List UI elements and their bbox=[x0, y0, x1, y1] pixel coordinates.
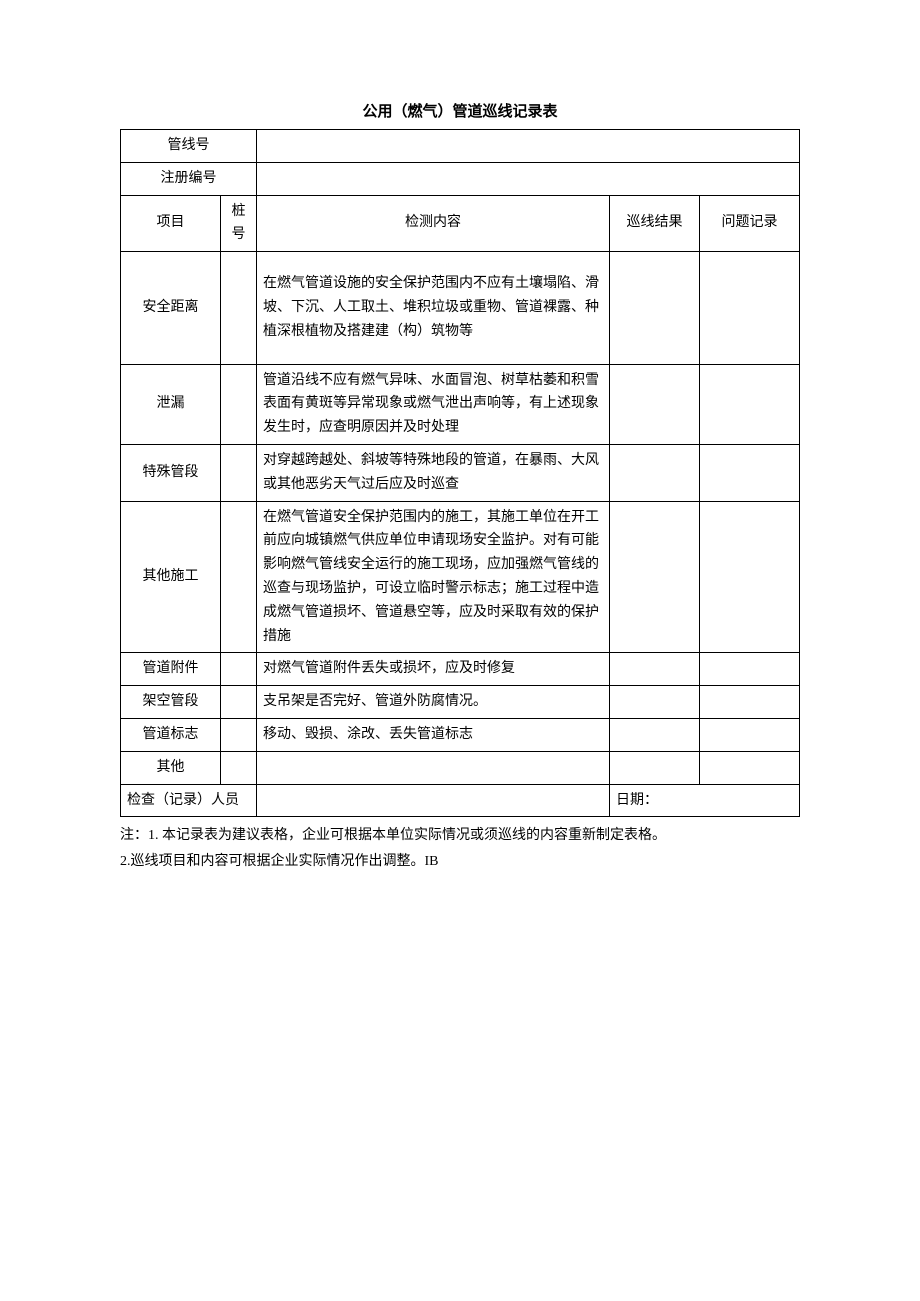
result-cell[interactable] bbox=[609, 252, 699, 364]
item-cell: 泄漏 bbox=[121, 364, 221, 444]
content-header: 检测内容 bbox=[257, 195, 610, 252]
item-cell: 安全距离 bbox=[121, 252, 221, 364]
inspector-value[interactable] bbox=[257, 784, 610, 817]
table-row: 管道标志 移动、毁损、涂改、丢失管道标志 bbox=[121, 718, 800, 751]
record-cell[interactable] bbox=[699, 364, 799, 444]
inspector-label: 检查（记录）人员 bbox=[121, 784, 257, 817]
content-cell: 移动、毁损、涂改、丢失管道标志 bbox=[257, 718, 610, 751]
reg-no-label: 注册编号 bbox=[121, 162, 257, 195]
item-cell: 其他施工 bbox=[121, 501, 221, 653]
document-title: 公用（燃气）管道巡线记录表 bbox=[120, 100, 800, 121]
record-cell[interactable] bbox=[699, 751, 799, 784]
table-row: 安全距离 在燃气管道设施的安全保护范围内不应有土壤塌陷、滑坡、下沉、人工取土、堆… bbox=[121, 252, 800, 364]
reg-no-row: 注册编号 bbox=[121, 162, 800, 195]
pile-cell[interactable] bbox=[221, 686, 257, 719]
pile-cell[interactable] bbox=[221, 751, 257, 784]
pile-cell[interactable] bbox=[221, 501, 257, 653]
table-row: 管道附件 对燃气管道附件丢失或损坏，应及时修复 bbox=[121, 653, 800, 686]
result-cell[interactable] bbox=[609, 501, 699, 653]
pile-cell[interactable] bbox=[221, 718, 257, 751]
content-cell: 在燃气管道设施的安全保护范围内不应有土壤塌陷、滑坡、下沉、人工取土、堆积垃圾或重… bbox=[257, 252, 610, 364]
item-cell: 管道附件 bbox=[121, 653, 221, 686]
result-cell[interactable] bbox=[609, 718, 699, 751]
note-line-2: 2.巡线项目和内容可根据企业实际情况作出调整。IB bbox=[120, 849, 800, 874]
content-cell bbox=[257, 751, 610, 784]
content-cell: 对燃气管道附件丢失或损坏，应及时修复 bbox=[257, 653, 610, 686]
table-row: 架空管段 支吊架是否完好、管道外防腐情况。 bbox=[121, 686, 800, 719]
record-cell[interactable] bbox=[699, 653, 799, 686]
date-cell[interactable]: 日期： bbox=[609, 784, 799, 817]
column-header-row: 项目 桩号 检测内容 巡线结果 问题记录 bbox=[121, 195, 800, 252]
date-label: 日期： bbox=[616, 793, 658, 808]
content-cell: 在燃气管道安全保护范围内的施工，其施工单位在开工前应向城镇燃气供应单位申请现场安… bbox=[257, 501, 610, 653]
table-row: 其他 bbox=[121, 751, 800, 784]
result-cell[interactable] bbox=[609, 751, 699, 784]
pipeline-no-value[interactable] bbox=[257, 130, 800, 163]
pile-cell[interactable] bbox=[221, 252, 257, 364]
note-line-1: 注：1. 本记录表为建议表格，企业可根据本单位实际情况或须巡线的内容重新制定表格… bbox=[120, 823, 800, 848]
content-cell: 对穿越跨越处、斜坡等特殊地段的管道，在暴雨、大风或其他恶劣天气过后应及时巡查 bbox=[257, 444, 610, 501]
table-row: 其他施工 在燃气管道安全保护范围内的施工，其施工单位在开工前应向城镇燃气供应单位… bbox=[121, 501, 800, 653]
content-cell: 管道沿线不应有燃气异味、水面冒泡、树草枯萎和积雪表面有黄斑等异常现象或燃气泄出声… bbox=[257, 364, 610, 444]
item-cell: 其他 bbox=[121, 751, 221, 784]
reg-no-value[interactable] bbox=[257, 162, 800, 195]
record-cell[interactable] bbox=[699, 718, 799, 751]
pipeline-no-row: 管线号 bbox=[121, 130, 800, 163]
footer-row: 检查（记录）人员 日期： bbox=[121, 784, 800, 817]
notes-section: 注：1. 本记录表为建议表格，企业可根据本单位实际情况或须巡线的内容重新制定表格… bbox=[120, 823, 800, 873]
pile-header: 桩号 bbox=[221, 195, 257, 252]
record-cell[interactable] bbox=[699, 501, 799, 653]
pipeline-no-label: 管线号 bbox=[121, 130, 257, 163]
table-row: 特殊管段 对穿越跨越处、斜坡等特殊地段的管道，在暴雨、大风或其他恶劣天气过后应及… bbox=[121, 444, 800, 501]
result-cell[interactable] bbox=[609, 444, 699, 501]
result-cell[interactable] bbox=[609, 653, 699, 686]
result-cell[interactable] bbox=[609, 686, 699, 719]
record-cell[interactable] bbox=[699, 444, 799, 501]
record-cell[interactable] bbox=[699, 252, 799, 364]
result-cell[interactable] bbox=[609, 364, 699, 444]
pile-cell[interactable] bbox=[221, 364, 257, 444]
table-row: 泄漏 管道沿线不应有燃气异味、水面冒泡、树草枯萎和积雪表面有黄斑等异常现象或燃气… bbox=[121, 364, 800, 444]
record-cell[interactable] bbox=[699, 686, 799, 719]
item-cell: 管道标志 bbox=[121, 718, 221, 751]
record-header: 问题记录 bbox=[699, 195, 799, 252]
pile-cell[interactable] bbox=[221, 653, 257, 686]
pile-cell[interactable] bbox=[221, 444, 257, 501]
inspection-table: 管线号 注册编号 项目 桩号 检测内容 巡线结果 问题记录 安全距离 在燃气管道… bbox=[120, 129, 800, 817]
content-cell: 支吊架是否完好、管道外防腐情况。 bbox=[257, 686, 610, 719]
item-cell: 架空管段 bbox=[121, 686, 221, 719]
item-cell: 特殊管段 bbox=[121, 444, 221, 501]
item-header: 项目 bbox=[121, 195, 221, 252]
result-header: 巡线结果 bbox=[609, 195, 699, 252]
